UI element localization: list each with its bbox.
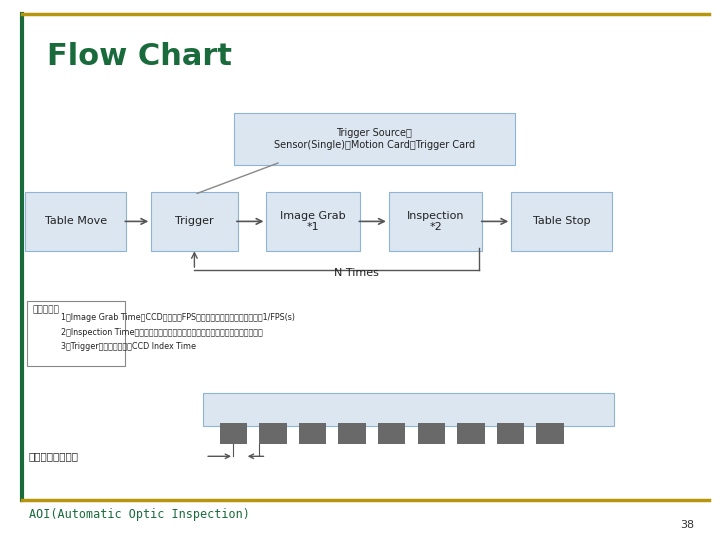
Bar bbox=[497, 423, 524, 444]
FancyBboxPatch shape bbox=[234, 113, 515, 165]
Bar bbox=[338, 423, 366, 444]
FancyBboxPatch shape bbox=[389, 192, 482, 251]
FancyBboxPatch shape bbox=[27, 301, 125, 366]
Bar bbox=[299, 423, 326, 444]
Text: 38: 38 bbox=[680, 520, 695, 530]
Bar bbox=[457, 423, 485, 444]
Text: Flow Chart: Flow Chart bbox=[47, 42, 232, 71]
FancyBboxPatch shape bbox=[25, 192, 126, 251]
Text: 注次內容：: 注次內容： bbox=[32, 305, 59, 314]
Text: AOI(Automatic Optic Inspection): AOI(Automatic Optic Inspection) bbox=[29, 508, 250, 521]
FancyBboxPatch shape bbox=[151, 192, 238, 251]
FancyBboxPatch shape bbox=[266, 192, 360, 251]
Text: Trigger: Trigger bbox=[175, 217, 214, 226]
Text: Image Grab
*1: Image Grab *1 bbox=[280, 211, 346, 232]
Text: Table Stop: Table Stop bbox=[533, 217, 590, 226]
Bar bbox=[220, 423, 247, 444]
Text: N Times: N Times bbox=[334, 268, 379, 278]
FancyBboxPatch shape bbox=[203, 393, 614, 426]
Text: Trigger Source：
Sensor(Single)、Motion Card、Trigger Card: Trigger Source： Sensor(Single)、Motion Ca… bbox=[274, 128, 475, 150]
Text: 1、Image Grab Time：CCD运档中的FPS（可秒張數），取像時間約略為1/FPS(s): 1、Image Grab Time：CCD运档中的FPS（可秒張數），取像時間約… bbox=[61, 313, 295, 322]
FancyBboxPatch shape bbox=[511, 192, 612, 251]
Text: 3、Trigger之間的時間則為CCD Index Time: 3、Trigger之間的時間則為CCD Index Time bbox=[61, 342, 196, 352]
Bar bbox=[536, 423, 564, 444]
Text: Table Move: Table Move bbox=[45, 217, 107, 226]
Text: 兩次觸發間隔時間: 兩次觸發間隔時間 bbox=[29, 451, 78, 461]
Text: 2、Inspection Time：辨識時間（如有行之寫法，慢久會因為辨識待買影響取像）: 2、Inspection Time：辨識時間（如有行之寫法，慢久會因為辨識待買影… bbox=[61, 328, 263, 337]
Bar bbox=[259, 423, 287, 444]
Bar bbox=[418, 423, 445, 444]
Text: Inspection
*2: Inspection *2 bbox=[407, 211, 464, 232]
Bar bbox=[378, 423, 405, 444]
